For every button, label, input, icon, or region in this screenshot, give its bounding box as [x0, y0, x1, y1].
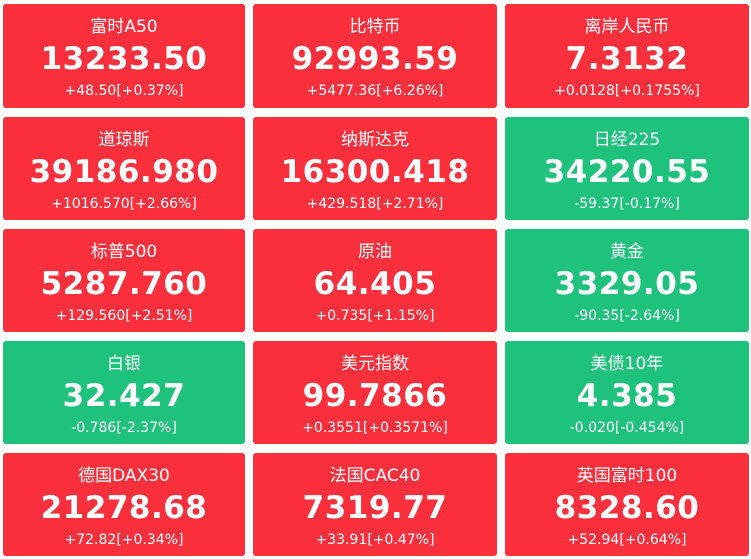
quote-name: 美元指数 [341, 354, 409, 374]
quote-tile-bitcoin[interactable]: 比特币 92993.59 +5477.36[+6.26%] [253, 4, 497, 108]
quote-name: 黄金 [610, 242, 644, 262]
quote-name: 英国富时100 [576, 466, 678, 486]
quote-change: +0.0128[+0.1755%] [554, 83, 700, 99]
quote-change: +33.91[+0.47%] [315, 532, 435, 548]
quote-tile-crude-oil[interactable]: 原油 64.405 +0.735[+1.15%] [253, 229, 497, 332]
quote-change: -90.35[-2.64%] [574, 308, 680, 324]
quote-name: 离岸人民币 [584, 17, 670, 37]
quote-change: +72.82[+0.34%] [64, 532, 184, 548]
quote-change: +429.518[+2.71%] [306, 196, 444, 212]
quote-price: 32.427 [62, 378, 186, 414]
quote-name: 纳斯达克 [341, 130, 409, 150]
quote-price: 13233.50 [40, 41, 208, 77]
quote-name: 富时A50 [90, 17, 158, 37]
quote-price: 3329.05 [554, 266, 700, 302]
quote-change: -0.020[-0.454%] [569, 420, 685, 436]
quote-name: 白银 [107, 354, 141, 374]
quote-name: 原油 [358, 242, 392, 262]
quote-price: 4.385 [576, 378, 678, 414]
quote-change: +52.94[+0.64%] [567, 532, 687, 548]
quote-tile-dax-30[interactable]: 德国DAX30 21278.68 +72.82[+0.34%] [3, 453, 245, 556]
quote-tile-nasdaq[interactable]: 纳斯达克 16300.418 +429.518[+2.71%] [253, 117, 497, 220]
quote-tile-cac-40[interactable]: 法国CAC40 7319.77 +33.91[+0.47%] [253, 453, 497, 556]
quote-name: 法国CAC40 [329, 466, 421, 486]
quote-change: -59.37[-0.17%] [574, 196, 680, 212]
quote-price: 7.3132 [565, 41, 689, 77]
quote-change: +1016.570[+2.66%] [51, 196, 197, 212]
quote-price: 34220.55 [543, 154, 711, 190]
quote-name: 日经225 [593, 130, 661, 150]
quote-price: 7319.77 [302, 490, 448, 526]
quote-tile-dow-jones[interactable]: 道琼斯 39186.980 +1016.570[+2.66%] [3, 117, 245, 220]
quote-change: +0.735[+1.15%] [315, 308, 435, 324]
quote-change: +5477.36[+6.26%] [306, 83, 444, 99]
quote-tile-dollar-index[interactable]: 美元指数 99.7866 +0.3551[+0.3571%] [253, 341, 497, 444]
quote-tile-gold[interactable]: 黄金 3329.05 -90.35[-2.64%] [505, 229, 749, 332]
quote-price: 5287.760 [40, 266, 208, 302]
quote-name: 德国DAX30 [78, 466, 170, 486]
quote-tile-ftse-a50[interactable]: 富时A50 13233.50 +48.50[+0.37%] [3, 4, 245, 108]
quote-name: 道琼斯 [98, 130, 150, 150]
quote-change: -0.786[-2.37%] [71, 420, 177, 436]
quote-change: +48.50[+0.37%] [64, 83, 184, 99]
quote-name: 标普500 [90, 242, 158, 262]
quote-tile-sp-500[interactable]: 标普500 5287.760 +129.560[+2.51%] [3, 229, 245, 332]
quote-name: 比特币 [349, 17, 401, 37]
quote-tile-us-10y-treasury[interactable]: 美债10年 4.385 -0.020[-0.454%] [505, 341, 749, 444]
quote-price: 21278.68 [40, 490, 208, 526]
quote-tile-offshore-cny[interactable]: 离岸人民币 7.3132 +0.0128[+0.1755%] [505, 4, 749, 108]
quote-tile-nikkei-225[interactable]: 日经225 34220.55 -59.37[-0.17%] [505, 117, 749, 220]
quote-tile-ftse-100[interactable]: 英国富时100 8328.60 +52.94[+0.64%] [505, 453, 749, 556]
quote-change: +129.560[+2.51%] [55, 308, 193, 324]
quote-price: 99.7866 [302, 378, 448, 414]
quote-tile-silver[interactable]: 白银 32.427 -0.786[-2.37%] [3, 341, 245, 444]
quote-price: 92993.59 [291, 41, 459, 77]
quote-name: 美债10年 [590, 354, 664, 374]
quote-price: 64.405 [313, 266, 437, 302]
quote-price: 8328.60 [554, 490, 700, 526]
quote-price: 16300.418 [280, 154, 470, 190]
quote-price: 39186.980 [29, 154, 219, 190]
quote-change: +0.3551[+0.3571%] [302, 420, 448, 436]
